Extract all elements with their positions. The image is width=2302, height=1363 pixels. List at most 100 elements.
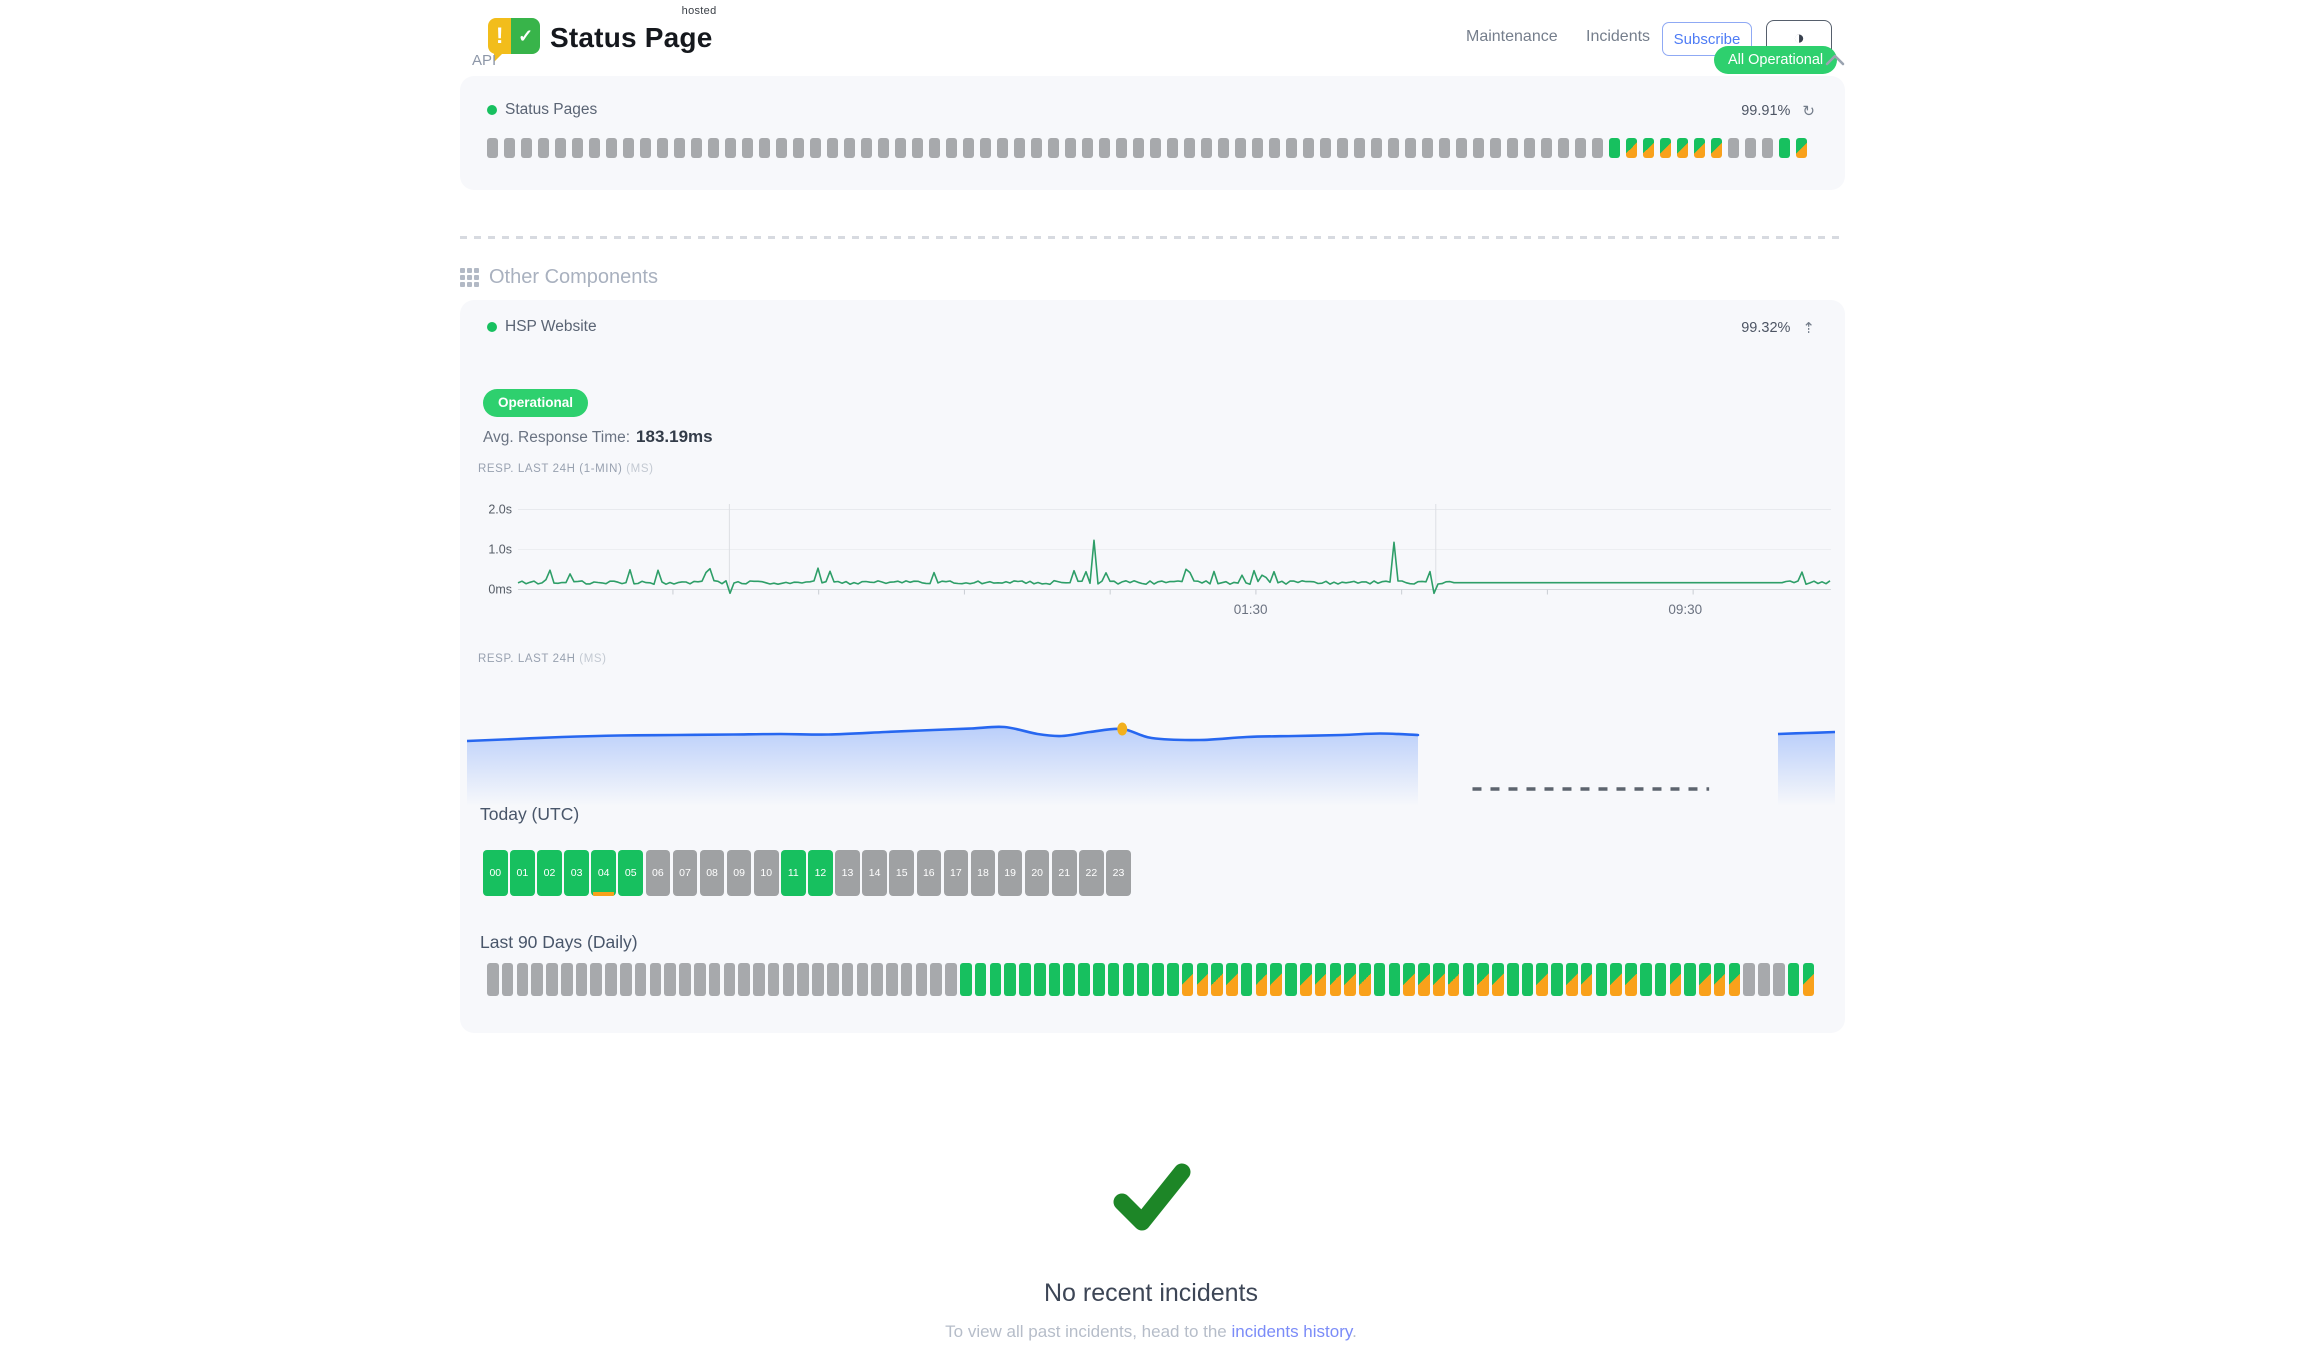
uptime-bar[interactable] bbox=[1167, 138, 1178, 158]
hour-block[interactable]: 23 bbox=[1106, 850, 1131, 896]
hour-block[interactable]: 01 bbox=[510, 850, 535, 896]
uptime-bar[interactable] bbox=[929, 138, 940, 158]
uptime-bar[interactable] bbox=[606, 138, 617, 158]
uptime-bar[interactable] bbox=[878, 138, 889, 158]
daily-uptime-bar[interactable] bbox=[546, 963, 558, 996]
response-time-line-chart[interactable]: 2.0s 1.0s 0ms 01:30 09:30 bbox=[470, 498, 1838, 620]
daily-uptime-bar[interactable] bbox=[1093, 963, 1105, 996]
uptime-bar[interactable] bbox=[912, 138, 923, 158]
daily-uptime-bar[interactable] bbox=[1270, 963, 1282, 996]
daily-uptime-bar[interactable] bbox=[1048, 963, 1061, 996]
daily-uptime-bar[interactable] bbox=[945, 963, 957, 996]
uptime-bar[interactable] bbox=[1677, 138, 1688, 158]
uptime-bar[interactable] bbox=[1286, 138, 1297, 158]
daily-uptime-bar[interactable] bbox=[841, 963, 854, 996]
uptime-bar[interactable] bbox=[691, 138, 702, 158]
uptime-bar[interactable] bbox=[1320, 138, 1331, 158]
hour-block[interactable]: 16 bbox=[916, 850, 942, 896]
uptime-bar[interactable] bbox=[674, 138, 685, 158]
hour-block[interactable]: 07 bbox=[672, 850, 698, 896]
uptime-bar[interactable] bbox=[1031, 138, 1042, 158]
uptime-bar[interactable] bbox=[1541, 138, 1552, 158]
daily-uptime-bar[interactable] bbox=[1728, 963, 1741, 996]
uptime-bar[interactable] bbox=[725, 138, 736, 158]
uptime-bar[interactable] bbox=[1269, 138, 1280, 158]
daily-uptime-bar[interactable] bbox=[1669, 963, 1682, 996]
daily-uptime-bar[interactable] bbox=[1684, 963, 1696, 996]
daily-uptime-bar[interactable] bbox=[1344, 963, 1356, 996]
hour-block[interactable]: 21 bbox=[1051, 850, 1077, 896]
daily-uptime-bar[interactable] bbox=[1713, 963, 1726, 996]
daily-uptime-bar[interactable] bbox=[1772, 963, 1785, 996]
daily-uptime-bar[interactable] bbox=[723, 963, 736, 996]
daily-uptime-bar[interactable] bbox=[634, 963, 647, 996]
uptime-bar[interactable] bbox=[589, 138, 600, 158]
uptime-bar[interactable] bbox=[521, 138, 532, 158]
uptime-bar[interactable] bbox=[810, 138, 821, 158]
daily-uptime-bar[interactable] bbox=[915, 963, 928, 996]
daily-uptime-bar[interactable] bbox=[1521, 963, 1534, 996]
daily-uptime-bar[interactable] bbox=[826, 963, 839, 996]
daily-uptime-bar[interactable] bbox=[1580, 963, 1593, 996]
uptime-bar[interactable] bbox=[1575, 138, 1586, 158]
daily-uptime-bar[interactable] bbox=[1359, 963, 1371, 996]
daily-uptime-bar[interactable] bbox=[753, 963, 765, 996]
daily-uptime-bar[interactable] bbox=[1506, 963, 1519, 996]
uptime-bar[interactable] bbox=[997, 138, 1008, 158]
uptime-bar[interactable] bbox=[1133, 138, 1144, 158]
daily-uptime-bar[interactable] bbox=[708, 963, 721, 996]
uptime-bar[interactable] bbox=[504, 138, 515, 158]
hour-block[interactable]: 08 bbox=[699, 850, 725, 896]
hour-block[interactable]: 00 bbox=[483, 850, 508, 896]
uptime-bar[interactable] bbox=[1184, 138, 1195, 158]
uptime-bar[interactable] bbox=[623, 138, 634, 158]
uptime-bar[interactable] bbox=[895, 138, 906, 158]
uptime-bar[interactable] bbox=[1014, 138, 1025, 158]
uptime-bar[interactable] bbox=[572, 138, 583, 158]
response-time-area-chart[interactable] bbox=[467, 688, 1835, 806]
hour-block[interactable]: 05 bbox=[618, 850, 644, 896]
uptime-bar[interactable] bbox=[827, 138, 838, 158]
daily-uptime-bar[interactable] bbox=[1610, 963, 1622, 996]
refresh-icon[interactable]: ↻ bbox=[1802, 103, 1815, 120]
daily-uptime-bar[interactable] bbox=[664, 963, 676, 996]
uptime-bar[interactable] bbox=[963, 138, 974, 158]
daily-uptime-bar[interactable] bbox=[1388, 963, 1401, 996]
uptime-bar[interactable] bbox=[946, 138, 957, 158]
uptime-bar[interactable] bbox=[1218, 138, 1229, 158]
daily-uptime-bar[interactable] bbox=[1551, 963, 1563, 996]
daily-uptime-bar[interactable] bbox=[1477, 963, 1489, 996]
uptime-bar[interactable] bbox=[555, 138, 566, 158]
daily-uptime-bar[interactable] bbox=[1743, 963, 1755, 996]
uptime-bar[interactable] bbox=[759, 138, 770, 158]
daily-uptime-bar[interactable] bbox=[1299, 963, 1312, 996]
uptime-bar[interactable] bbox=[1558, 138, 1569, 158]
uptime-bar[interactable] bbox=[1252, 138, 1263, 158]
uptime-bar[interactable] bbox=[1473, 138, 1484, 158]
uptime-bar[interactable] bbox=[1660, 138, 1671, 158]
chevron-up-icon[interactable] bbox=[1824, 52, 1846, 68]
daily-uptime-bar[interactable] bbox=[1107, 963, 1120, 996]
uptime-bar[interactable] bbox=[1235, 138, 1246, 158]
daily-uptime-bar[interactable] bbox=[1122, 963, 1135, 996]
uptime-bar[interactable] bbox=[1762, 138, 1773, 158]
hour-block[interactable]: 13 bbox=[835, 850, 860, 896]
daily-uptime-bar[interactable] bbox=[679, 963, 691, 996]
uptime-bar[interactable] bbox=[980, 138, 991, 158]
uptime-bar[interactable] bbox=[1405, 138, 1416, 158]
uptime-bar[interactable] bbox=[1099, 138, 1110, 158]
daily-uptime-bar[interactable] bbox=[1004, 963, 1016, 996]
hour-block[interactable]: 17 bbox=[943, 850, 969, 896]
uptime-bar[interactable] bbox=[1371, 138, 1382, 158]
uptime-bar[interactable] bbox=[1779, 138, 1790, 158]
uptime-bar[interactable] bbox=[640, 138, 651, 158]
daily-uptime-bar[interactable] bbox=[1418, 963, 1430, 996]
uptime-bar[interactable] bbox=[861, 138, 872, 158]
daily-uptime-bar[interactable] bbox=[693, 963, 706, 996]
hour-block[interactable]: 06 bbox=[645, 850, 671, 896]
daily-uptime-bar[interactable] bbox=[575, 963, 588, 996]
uptime-bar[interactable] bbox=[1065, 138, 1076, 158]
daily-uptime-bar[interactable] bbox=[1566, 963, 1578, 996]
daily-uptime-bar[interactable] bbox=[738, 963, 750, 996]
uptime-bar[interactable] bbox=[1728, 138, 1739, 158]
